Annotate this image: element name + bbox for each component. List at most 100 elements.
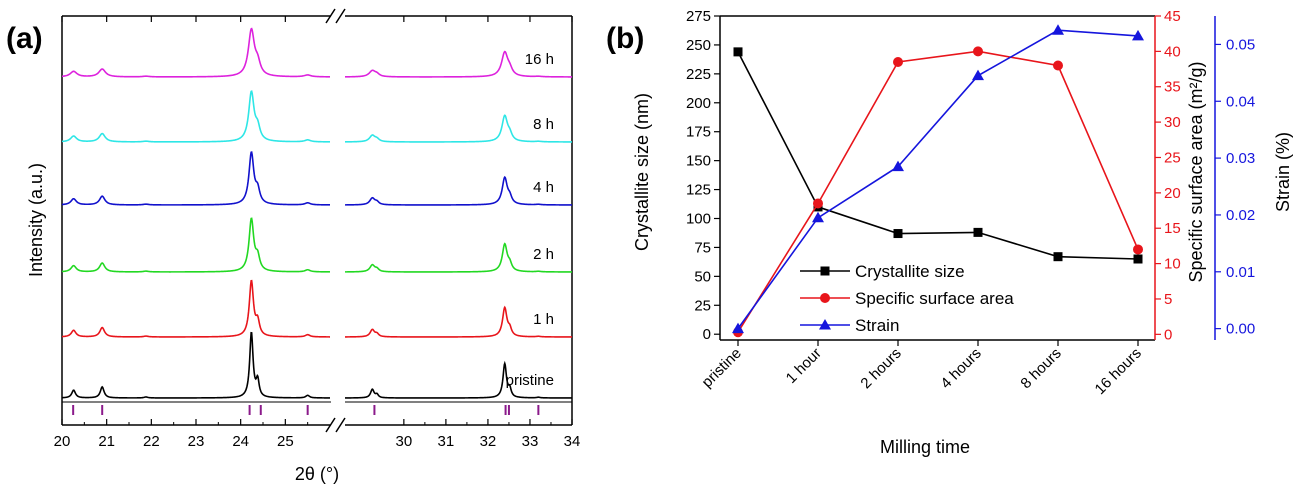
panel-a-break-mark-bottom [335, 417, 346, 433]
panel-b-x-axis-label: Milling time [880, 437, 970, 457]
x-tick-label: 20 [54, 433, 71, 450]
strain-point [732, 322, 744, 334]
x-tick-label: 34 [564, 433, 581, 450]
panel-a-break-mark-top [325, 8, 336, 24]
left-tick-label: 25 [694, 297, 711, 314]
xrd-curve-8-h [61, 90, 331, 143]
legend-specific-surface-area-label: Specific surface area [855, 289, 1014, 308]
x-category-label: 16 hours [1092, 345, 1145, 398]
xrd-curve-pristine [61, 331, 331, 399]
right2-tick-label: 0.05 [1226, 36, 1255, 53]
xrd-curve-8-h [344, 114, 572, 143]
curve-label: 16 h [525, 51, 554, 68]
strain-point [1052, 24, 1064, 35]
specific-surface-area-point [893, 56, 903, 67]
right1-tick-label: 20 [1164, 185, 1181, 202]
panel-a-x-ticks: 20 21 22 23 24 25 30 31 32 33 34 [54, 16, 581, 450]
x-category-label: 1 hour [783, 345, 825, 387]
specific-surface-area-point [1053, 60, 1063, 71]
left-tick-label: 150 [686, 153, 711, 170]
panel-a-x-axis-label: 2θ (°) [295, 464, 339, 484]
left-tick-label: 175 [686, 124, 711, 141]
curve-label: 4 h [533, 179, 554, 196]
panel-a-break-mark-top [335, 8, 346, 24]
legend-crystallite-size-label: Crystallite size [855, 262, 965, 281]
left-tick-label: 0 [703, 326, 711, 343]
panel-a-break-mark-bottom [325, 417, 336, 433]
x-tick-label: 30 [396, 433, 413, 450]
specific-surface-area-line [737, 50, 1139, 333]
panel-b-milling-chart: (b) Crystallite size (nm) Specific surfa… [606, 8, 1293, 457]
crystallite-size-point [1133, 254, 1143, 264]
left-tick-label: 100 [686, 211, 711, 228]
x-category-label: 2 hours [857, 345, 904, 392]
left-tick-label: 125 [686, 182, 711, 199]
specific-surface-area-point [973, 46, 983, 57]
panel-b-legend: Crystallite size Specific surface area Str… [800, 262, 1014, 335]
xrd-curve-4-h [344, 175, 572, 206]
xrd-curve-1-h [61, 279, 330, 338]
x-category-label: 4 hours [937, 345, 984, 392]
specific-surface-area-point [813, 198, 823, 209]
x-tick-label: 25 [277, 433, 294, 450]
x-tick-label: 33 [522, 433, 539, 450]
right2-tick-label: 0.01 [1226, 264, 1255, 281]
left-tick-label: 225 [686, 66, 711, 83]
legend-specific-surface-area-marker [820, 293, 830, 303]
legend-strain-marker [819, 319, 831, 330]
xrd-curve-4-h [61, 151, 330, 206]
panel-a-xrd-chart: (a) Intensity (a.u.) 2θ (°) 20 21 22 23 24 25… [6, 8, 581, 484]
x-tick-label: 23 [188, 433, 205, 450]
panel-a-y-axis-label: Intensity (a.u.) [26, 163, 46, 277]
curve-label: 2 h [533, 246, 554, 263]
crystallite-size-point [973, 227, 983, 237]
left-tick-label: 200 [686, 95, 711, 112]
panel-b-label: (b) [606, 22, 644, 55]
x-tick-label: 24 [232, 433, 249, 450]
panel-b-right-axis-1-label: Specific surface area (m²/g) [1186, 61, 1206, 282]
x-category-label: pristine [699, 345, 745, 391]
panel-a-reference-ticks [72, 405, 540, 415]
left-tick-label: 75 [694, 239, 711, 256]
curve-label: 1 h [533, 311, 554, 328]
right2-tick-label: 0.03 [1226, 150, 1255, 167]
right1-tick-label: 40 [1164, 43, 1181, 60]
right1-tick-label: 0 [1164, 326, 1172, 343]
curve-label: pristine [506, 372, 554, 389]
xrd-curve-16-h [61, 27, 331, 78]
right1-tick-label: 30 [1164, 114, 1181, 131]
right2-tick-label: 0.04 [1226, 93, 1255, 110]
strain-point [892, 160, 904, 172]
right2-tick-label: 0.00 [1226, 321, 1255, 338]
right1-tick-label: 10 [1164, 256, 1181, 273]
strain-point [812, 211, 824, 223]
crystallite-size-point [893, 229, 903, 239]
legend-crystallite-size-marker [820, 266, 830, 276]
x-tick-label: 32 [480, 433, 497, 450]
panel-b-right-axis-2-label: Strain (%) [1273, 132, 1293, 212]
panel-a-label: (a) [6, 22, 43, 55]
x-tick-label: 31 [438, 433, 455, 450]
xrd-curve-pristine [345, 360, 572, 399]
right1-tick-label: 15 [1164, 220, 1181, 237]
panel-b-series [732, 24, 1144, 338]
left-tick-label: 250 [686, 37, 711, 54]
curve-label: 8 h [533, 116, 554, 133]
strain-point [1132, 29, 1144, 41]
x-tick-label: 21 [98, 433, 115, 450]
xrd-curve-2-h [61, 217, 331, 273]
crystallite-size-point [1053, 252, 1063, 262]
right1-tick-label: 45 [1164, 8, 1181, 25]
crystallite-size-point [733, 47, 743, 57]
xrd-curve-2-h [345, 242, 572, 273]
right2-tick-label: 0.02 [1226, 207, 1255, 224]
strain-point [972, 69, 984, 81]
crystallite-size-line [737, 51, 1139, 260]
panel-b-left-axis-label: Crystallite size (nm) [632, 93, 652, 251]
panel-b-axes: 0 25 50 75 100 125 150 175 200 225 250 275 0 5 10 15 20 2… [686, 8, 1255, 398]
panel-a-curves: pristine 1 h 2 h 4 h 8 h 16 h [61, 27, 572, 399]
right1-tick-label: 35 [1164, 79, 1181, 96]
x-tick-label: 22 [143, 433, 160, 450]
legend-strain-label: Strain [855, 316, 899, 335]
